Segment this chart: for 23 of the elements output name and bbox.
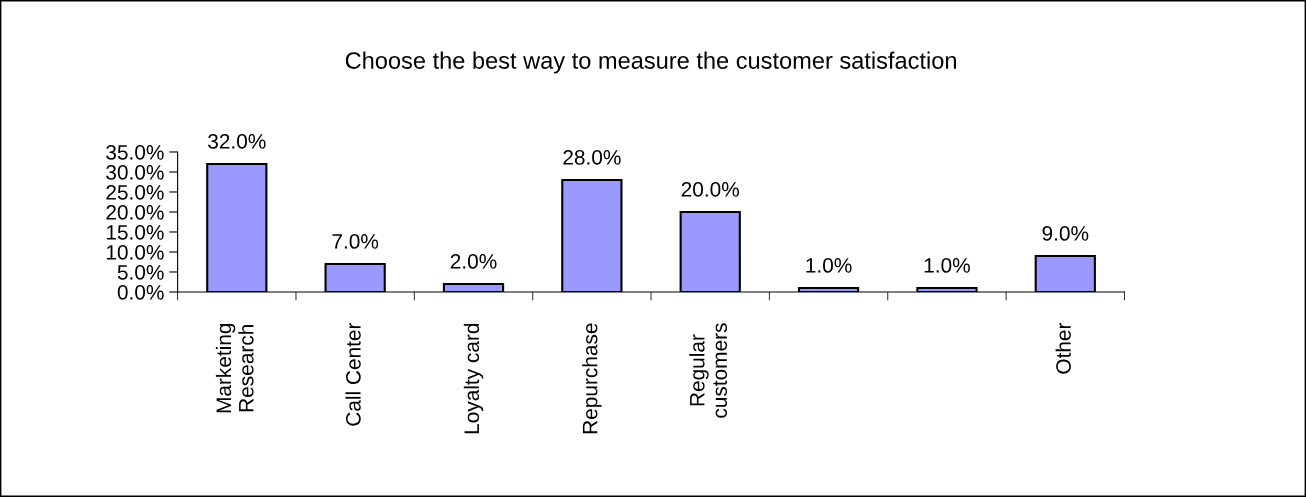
data-label: 2.0%: [450, 254, 497, 269]
chart-title: Choose the best way to measure the customer satisfaction: [345, 51, 956, 74]
x-tick-label: Marketing Research: [215, 323, 254, 413]
data-label: 1.0%: [806, 258, 852, 273]
data-label: 20.0%: [681, 182, 740, 197]
y-tick-label: 25.0%: [106, 184, 164, 200]
data-label: 32.0%: [208, 134, 266, 149]
data-label: 1.0%: [924, 258, 970, 273]
data-label: 9.0%: [1042, 226, 1089, 241]
y-tick-label: 0.0%: [117, 284, 164, 300]
y-tick-label: 15.0%: [106, 224, 164, 240]
y-tick-label: 30.0%: [106, 164, 164, 180]
x-tick-label: Loyalty card: [463, 323, 484, 434]
data-label: 7.0%: [332, 234, 379, 249]
y-tick-label: 5.0%: [117, 264, 164, 280]
data-label: 28.0%: [563, 150, 621, 165]
y-tick-label: 10.0%: [106, 244, 164, 260]
y-tick-label: 35.0%: [106, 144, 164, 160]
x-tick-label: Other: [1055, 322, 1071, 374]
x-tick-label: Repurchase: [582, 323, 602, 434]
y-tick-label: 20.0%: [106, 204, 164, 220]
x-tick-label: Regular customers: [689, 323, 728, 418]
x-tick-label: Call Center: [345, 322, 361, 426]
